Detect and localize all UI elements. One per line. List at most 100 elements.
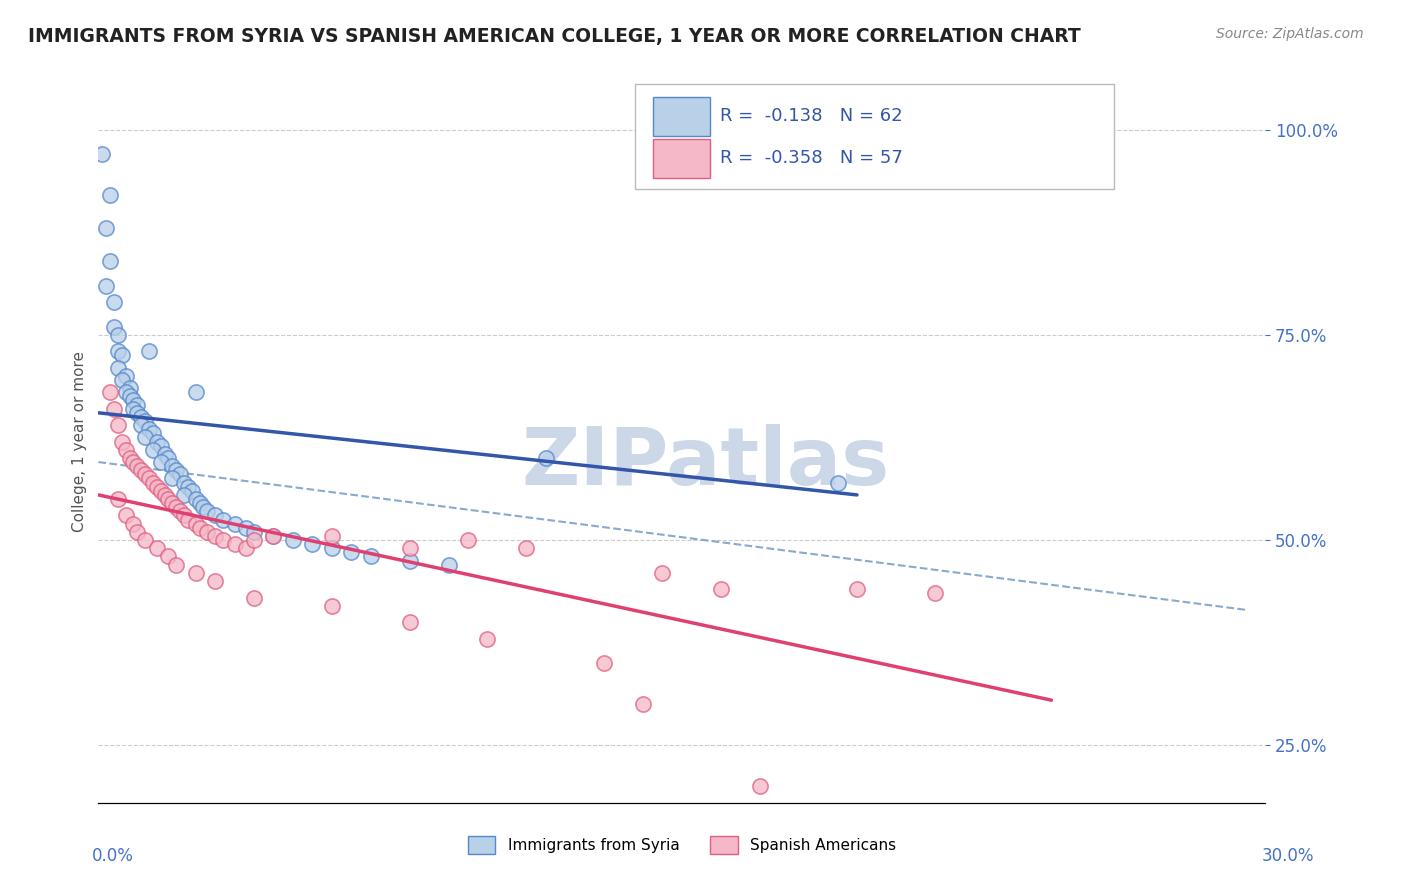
- Text: 30.0%: 30.0%: [1263, 847, 1315, 864]
- Text: R =  -0.138   N = 62: R = -0.138 N = 62: [720, 107, 903, 126]
- Point: [165, 558, 187, 572]
- Point: [114, 385, 136, 400]
- Point: [149, 455, 172, 469]
- Point: [146, 480, 169, 494]
- Y-axis label: College, 1 year or more: College, 1 year or more: [72, 351, 87, 532]
- Point: [477, 632, 499, 646]
- Point: [157, 450, 180, 465]
- Point: [321, 529, 343, 543]
- Point: [177, 512, 200, 526]
- Point: [127, 524, 149, 539]
- Point: [162, 471, 184, 485]
- Point: [195, 524, 218, 539]
- FancyBboxPatch shape: [652, 97, 710, 136]
- Text: 0.0%: 0.0%: [91, 847, 134, 864]
- Point: [193, 500, 215, 515]
- Point: [262, 529, 284, 543]
- Point: [184, 566, 207, 580]
- Point: [134, 467, 156, 482]
- Point: [184, 491, 207, 506]
- Point: [204, 529, 226, 543]
- Point: [846, 582, 869, 597]
- Point: [243, 591, 266, 605]
- Point: [224, 537, 246, 551]
- Point: [142, 426, 165, 441]
- Point: [651, 566, 673, 580]
- Point: [118, 381, 141, 395]
- Point: [360, 549, 382, 564]
- Point: [134, 414, 156, 428]
- Point: [122, 455, 145, 469]
- Point: [157, 491, 180, 506]
- Point: [122, 516, 145, 531]
- Point: [103, 401, 125, 416]
- Point: [748, 780, 770, 794]
- Point: [103, 295, 125, 310]
- Point: [710, 582, 733, 597]
- Point: [321, 599, 343, 613]
- Point: [162, 459, 184, 474]
- Point: [107, 327, 129, 342]
- Point: [534, 450, 557, 465]
- Point: [146, 541, 169, 556]
- Point: [243, 533, 266, 547]
- Point: [114, 442, 136, 457]
- Point: [96, 221, 118, 235]
- Point: [321, 541, 343, 556]
- Point: [631, 698, 654, 712]
- Point: [118, 389, 141, 403]
- Point: [153, 447, 176, 461]
- Point: [165, 500, 187, 515]
- Point: [184, 516, 207, 531]
- Point: [924, 586, 946, 600]
- Point: [138, 422, 160, 436]
- Point: [138, 344, 160, 359]
- Point: [111, 373, 134, 387]
- Point: [188, 496, 211, 510]
- Point: [162, 496, 184, 510]
- Legend: Immigrants from Syria, Spanish Americans: Immigrants from Syria, Spanish Americans: [461, 830, 903, 860]
- Point: [138, 471, 160, 485]
- Point: [153, 488, 176, 502]
- Point: [212, 512, 235, 526]
- FancyBboxPatch shape: [636, 84, 1114, 189]
- Point: [224, 516, 246, 531]
- Point: [127, 459, 149, 474]
- Point: [122, 393, 145, 408]
- Point: [180, 483, 202, 498]
- Point: [262, 529, 284, 543]
- Point: [91, 147, 114, 161]
- FancyBboxPatch shape: [652, 139, 710, 178]
- Point: [103, 319, 125, 334]
- Point: [107, 418, 129, 433]
- Point: [437, 558, 460, 572]
- Point: [98, 385, 121, 400]
- Point: [173, 488, 195, 502]
- Point: [195, 504, 218, 518]
- Point: [142, 442, 165, 457]
- Point: [398, 615, 420, 630]
- Point: [134, 430, 156, 444]
- Point: [111, 348, 134, 362]
- Point: [134, 533, 156, 547]
- Point: [107, 344, 129, 359]
- Point: [235, 541, 257, 556]
- Point: [807, 804, 830, 818]
- Point: [243, 524, 266, 539]
- Point: [149, 483, 172, 498]
- Point: [98, 188, 121, 202]
- Point: [457, 533, 479, 547]
- Point: [398, 541, 420, 556]
- Point: [169, 467, 191, 482]
- Point: [111, 434, 134, 449]
- Point: [122, 401, 145, 416]
- Point: [142, 475, 165, 490]
- Text: IMMIGRANTS FROM SYRIA VS SPANISH AMERICAN COLLEGE, 1 YEAR OR MORE CORRELATION CH: IMMIGRANTS FROM SYRIA VS SPANISH AMERICA…: [28, 27, 1081, 45]
- Text: R =  -0.358   N = 57: R = -0.358 N = 57: [720, 149, 903, 168]
- Point: [827, 475, 849, 490]
- Point: [235, 521, 257, 535]
- Point: [96, 278, 118, 293]
- Point: [204, 508, 226, 523]
- Point: [146, 434, 169, 449]
- Text: ZIPatlas: ZIPatlas: [522, 425, 890, 502]
